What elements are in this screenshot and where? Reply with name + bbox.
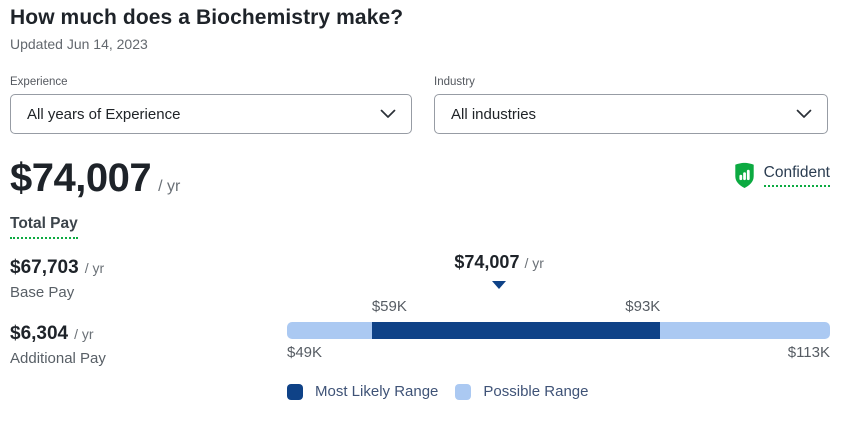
industry-value: All industries	[451, 105, 537, 123]
page-title: How much does a Biochemistry make?	[10, 6, 404, 29]
pay-breakdown-section: $67,703 / yr Base Pay $6,304 / yr Additi…	[10, 252, 830, 400]
industry-filter: Industry All industries	[434, 76, 828, 134]
tick-possible-low: $49K	[287, 344, 323, 361]
base-pay-label: Base Pay	[10, 284, 75, 301]
additional-pay-item: $6,304 / yr Additional Pay	[10, 322, 287, 367]
additional-pay-label: Additional Pay	[10, 350, 106, 367]
legend-swatch	[455, 383, 472, 400]
total-pay-row: $74,007 / yr Confident	[10, 156, 830, 200]
total-pay-per: / yr	[158, 178, 181, 195]
additional-pay-amount: $6,304	[10, 323, 69, 344]
industry-label: Industry	[434, 76, 475, 88]
base-pay-item: $67,703 / yr Base Pay	[10, 256, 287, 301]
median-per: / yr	[524, 255, 544, 271]
industry-select[interactable]: All industries	[434, 94, 828, 134]
chevron-down-icon	[796, 109, 812, 119]
pay-range-chart: $74,007 / yr $59K $93K $49K $113K	[287, 252, 830, 400]
chevron-down-icon	[380, 109, 396, 119]
legend-label: Most Likely Range	[315, 383, 439, 400]
legend-item-possible: Possible Range	[455, 383, 588, 400]
experience-value: All years of Experience	[27, 105, 181, 123]
filters-row: Experience All years of Experience Indus…	[10, 76, 830, 134]
shield-chart-icon	[733, 162, 756, 189]
experience-filter: Experience All years of Experience	[10, 76, 412, 134]
total-pay-amount: $74,007	[10, 156, 152, 200]
salary-page: How much does a Biochemistry make? Updat…	[10, 6, 830, 400]
median-caret-icon	[492, 281, 507, 289]
base-pay-amount: $67,703	[10, 257, 79, 278]
median-amount: $74,007	[454, 252, 520, 272]
total-pay-amount-line: $74,007 / yr	[10, 156, 180, 200]
tick-likely-low: $59K	[371, 298, 407, 315]
additional-pay-per: / yr	[74, 326, 94, 342]
tick-likely-high: $93K	[625, 298, 661, 315]
legend-item-most-likely: Most Likely Range	[287, 383, 438, 400]
likely-range-bar	[371, 322, 661, 339]
legend-swatch	[287, 383, 303, 400]
median-marker: $74,007 / yr	[454, 252, 544, 273]
median-row: $74,007 / yr	[287, 252, 830, 275]
base-pay-per: / yr	[84, 260, 105, 276]
legend-label: Possible Range	[483, 383, 589, 400]
confidence-label: Confident	[763, 164, 830, 187]
possible-range-ticks: $49K $113K	[287, 344, 830, 361]
chart-legend: Most Likely Range Possible Range	[287, 383, 830, 400]
likely-range-ticks: $59K $93K	[287, 298, 830, 317]
confidence-badge[interactable]: Confident	[733, 162, 830, 189]
updated-date: Updated Jun 14, 2023	[10, 36, 148, 52]
tick-possible-high: $113K	[787, 344, 830, 361]
total-pay-label[interactable]: Total Pay	[10, 215, 78, 239]
possible-range-bar	[287, 322, 830, 339]
pay-breakdown: $67,703 / yr Base Pay $6,304 / yr Additi…	[10, 252, 287, 400]
experience-label: Experience	[10, 76, 68, 88]
caret-row	[287, 281, 830, 289]
experience-select[interactable]: All years of Experience	[10, 94, 412, 134]
